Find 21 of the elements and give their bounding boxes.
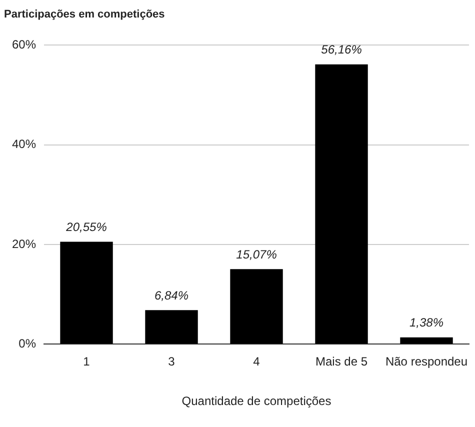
y-tick-label: 40% — [12, 137, 36, 152]
data-label: 15,07% — [236, 247, 278, 262]
bar — [400, 337, 453, 344]
y-tick-label: 60% — [12, 38, 36, 52]
data-label: 56,16% — [321, 42, 362, 57]
bar — [60, 242, 113, 344]
x-tick-label: Não respondeu — [385, 354, 468, 369]
x-tick-label: 1 — [83, 354, 90, 369]
x-tick-label: Mais de 5 — [315, 354, 368, 369]
x-tick-label: 4 — [253, 354, 260, 369]
bar — [145, 310, 198, 344]
bar — [315, 64, 368, 344]
data-label: 20,55% — [65, 220, 108, 234]
x-tick-label: 3 — [168, 354, 176, 369]
x-axis-title: Quantidade de competições — [182, 394, 332, 408]
y-tick-label: 20% — [12, 236, 36, 251]
data-label: 6,84% — [154, 288, 189, 302]
bar — [230, 269, 283, 344]
data-label: 1,38% — [409, 316, 444, 330]
chart-title: Participações em competições — [4, 8, 165, 21]
y-tick-label: 0% — [18, 336, 36, 351]
